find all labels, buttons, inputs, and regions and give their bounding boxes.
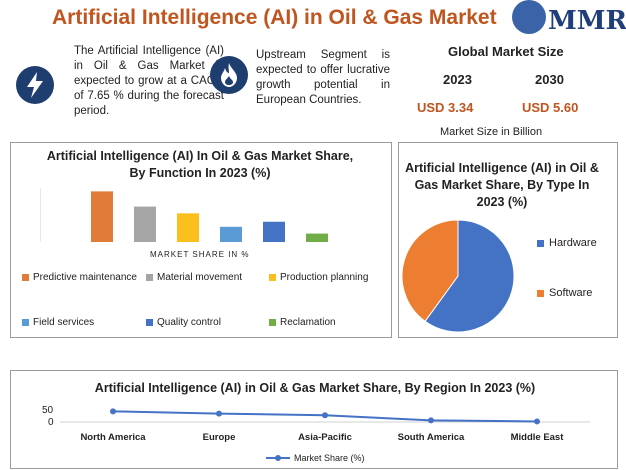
market-size-title: Global Market Size: [448, 44, 564, 59]
logo: MMR: [508, 0, 626, 42]
bar-quality-control: [263, 221, 285, 242]
globe-icon: [512, 0, 546, 34]
flame-icon: [210, 56, 248, 94]
legend-field-services: Field services: [22, 317, 94, 328]
category-north-america: North America: [80, 432, 146, 443]
legend-swatch: [22, 274, 29, 281]
category-europe: Europe: [202, 432, 236, 443]
year-2030: 2030: [535, 72, 564, 87]
function-chart-panel: [10, 142, 392, 338]
upstream-info-text: Upstream Segment is expected to offer lu…: [256, 49, 390, 106]
category-asia-pacific: Asia-Pacific: [298, 432, 352, 443]
legend-label: Material movement: [157, 272, 243, 283]
legend-predictive-maintenance: Predictive maintenance: [22, 272, 137, 283]
software-swatch: [537, 289, 544, 297]
point-north-america: [110, 408, 116, 415]
market-size-unit: Market Size in Billion: [440, 126, 543, 138]
legend-reclamation: Reclamation: [269, 317, 336, 328]
legend-swatch: [146, 274, 153, 281]
value-2023: USD 3.34: [417, 100, 474, 115]
cagr-info-text: The Artificial Intelligence (AI) in Oil …: [74, 45, 224, 117]
legend-line-marker: [266, 455, 290, 461]
region-chart-title: Artificial Intelligence (AI) in Oil & Ga…: [94, 381, 536, 395]
legend-material-movement: Material movement: [146, 272, 242, 283]
legend-software-label: Software: [549, 287, 593, 299]
function-bar-chart: [40, 188, 328, 242]
function-axis-label: MARKET SHARE IN %: [150, 250, 250, 259]
type-chart-title: Artificial Intelligence (AI) in Oil & Ga…: [405, 161, 599, 209]
region-line-chart: [60, 408, 590, 425]
legend-hardware: Hardware: [537, 237, 597, 249]
region-chart-panel: [10, 370, 618, 469]
function-legend: Predictive maintenance Material movement P…: [22, 272, 382, 332]
point-europe: [216, 410, 222, 417]
legend-swatch: [146, 319, 153, 326]
legend-software: Software: [537, 287, 592, 299]
function-chart-title: Artificial Intelligence (AI) In Oil & Ga…: [46, 149, 354, 180]
bar-predictive-maintenance: [91, 191, 113, 242]
legend-quality-control: Quality control: [146, 317, 221, 328]
value-2030: USD 5.60: [522, 100, 579, 115]
pie-slice-software: [401, 219, 459, 323]
year-2023: 2023: [443, 72, 472, 87]
type-chart-panel: [398, 142, 618, 338]
legend-production-planning: Production planning: [269, 272, 368, 283]
point-south-america: [428, 417, 434, 424]
pie-slice-hardware: [424, 219, 515, 333]
legend-label: Quality control: [157, 317, 221, 328]
legend-swatch: [22, 319, 29, 326]
region-categories: North America Europe Asia-Pacific South Ame…: [60, 432, 590, 446]
bar-production-planning: [177, 213, 199, 242]
legend-swatch: [269, 274, 276, 281]
lightning-bolt-icon: [16, 66, 54, 104]
legend-label: Reclamation: [280, 317, 336, 328]
category-south-america: South America: [397, 432, 465, 443]
point-asia-pacific: [322, 412, 328, 419]
y-tick-50: 50: [42, 405, 54, 416]
legend-label: Production planning: [280, 272, 369, 283]
page-title: Artificial Intelligence (AI) in Oil & Ga…: [52, 6, 497, 29]
region-legend-label: Market Share (%): [294, 453, 365, 463]
category-middle-east: Middle East: [510, 432, 564, 443]
type-pie-chart: [401, 219, 515, 333]
region-legend: Market Share (%): [266, 453, 365, 463]
bar-field-services: [220, 226, 242, 242]
bar-material-movement: [134, 206, 156, 242]
bar-reclamation: [306, 233, 328, 242]
y-tick-0: 0: [48, 417, 54, 428]
legend-swatch: [269, 319, 276, 326]
point-middle-east: [534, 418, 540, 425]
hardware-swatch: [537, 239, 544, 247]
logo-text: MMR: [548, 6, 626, 36]
legend-label: Predictive maintenance: [33, 272, 137, 283]
legend-hardware-label: Hardware: [549, 237, 597, 249]
legend-label: Field services: [33, 317, 95, 328]
